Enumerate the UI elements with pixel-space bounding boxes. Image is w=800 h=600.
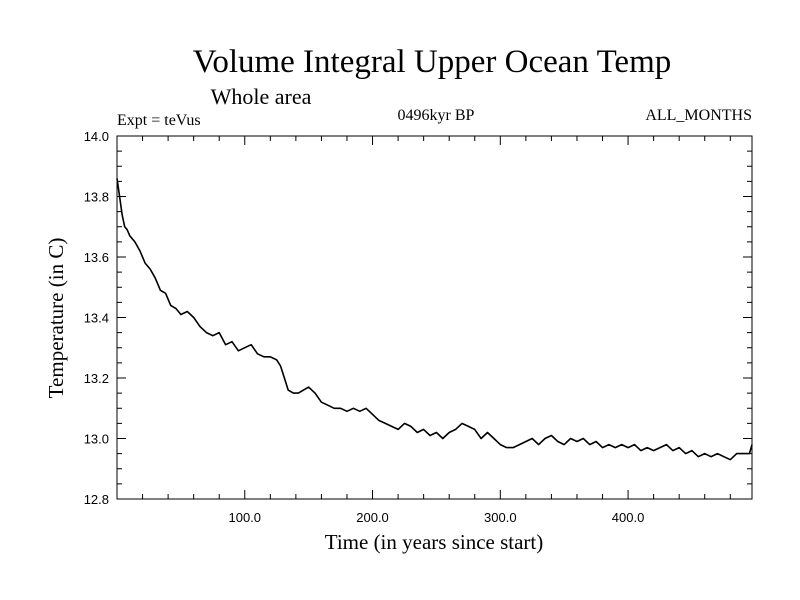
period-label: 0496kyr BP (398, 107, 475, 124)
x-tick-label: 100.0 (228, 510, 261, 525)
y-tick-label: 13.0 (84, 432, 109, 447)
y-tick-label: 13.2 (84, 371, 109, 386)
y-tick-label: 13.8 (84, 190, 109, 205)
x-axis-ticks: 100.0 200.0 300.0 400.0 (142, 136, 731, 525)
chart-subtitle: Whole area (211, 84, 312, 109)
y-axis-ticks: 12.8 13.0 13.2 13.4 13.6 13.8 14.0 (84, 129, 752, 507)
x-tick-label: 200.0 (356, 510, 389, 525)
y-tick-label: 13.6 (84, 250, 109, 265)
y-tick-label: 13.4 (84, 311, 109, 326)
y-tick-label: 14.0 (84, 129, 109, 144)
temperature-series-line (116, 178, 753, 461)
chart-title: Volume Integral Upper Ocean Temp (193, 44, 671, 80)
x-tick-label: 300.0 (484, 510, 517, 525)
experiment-label: Expt = teVus (117, 112, 201, 129)
x-tick-label: 400.0 (612, 510, 645, 525)
plot-frame (116, 135, 753, 500)
y-axis-label: Temperature (in C) (44, 238, 68, 399)
months-label: ALL_MONTHS (645, 107, 752, 124)
y-tick-label: 12.8 (84, 492, 109, 507)
x-axis-label: Time (in years since start) (325, 530, 544, 554)
